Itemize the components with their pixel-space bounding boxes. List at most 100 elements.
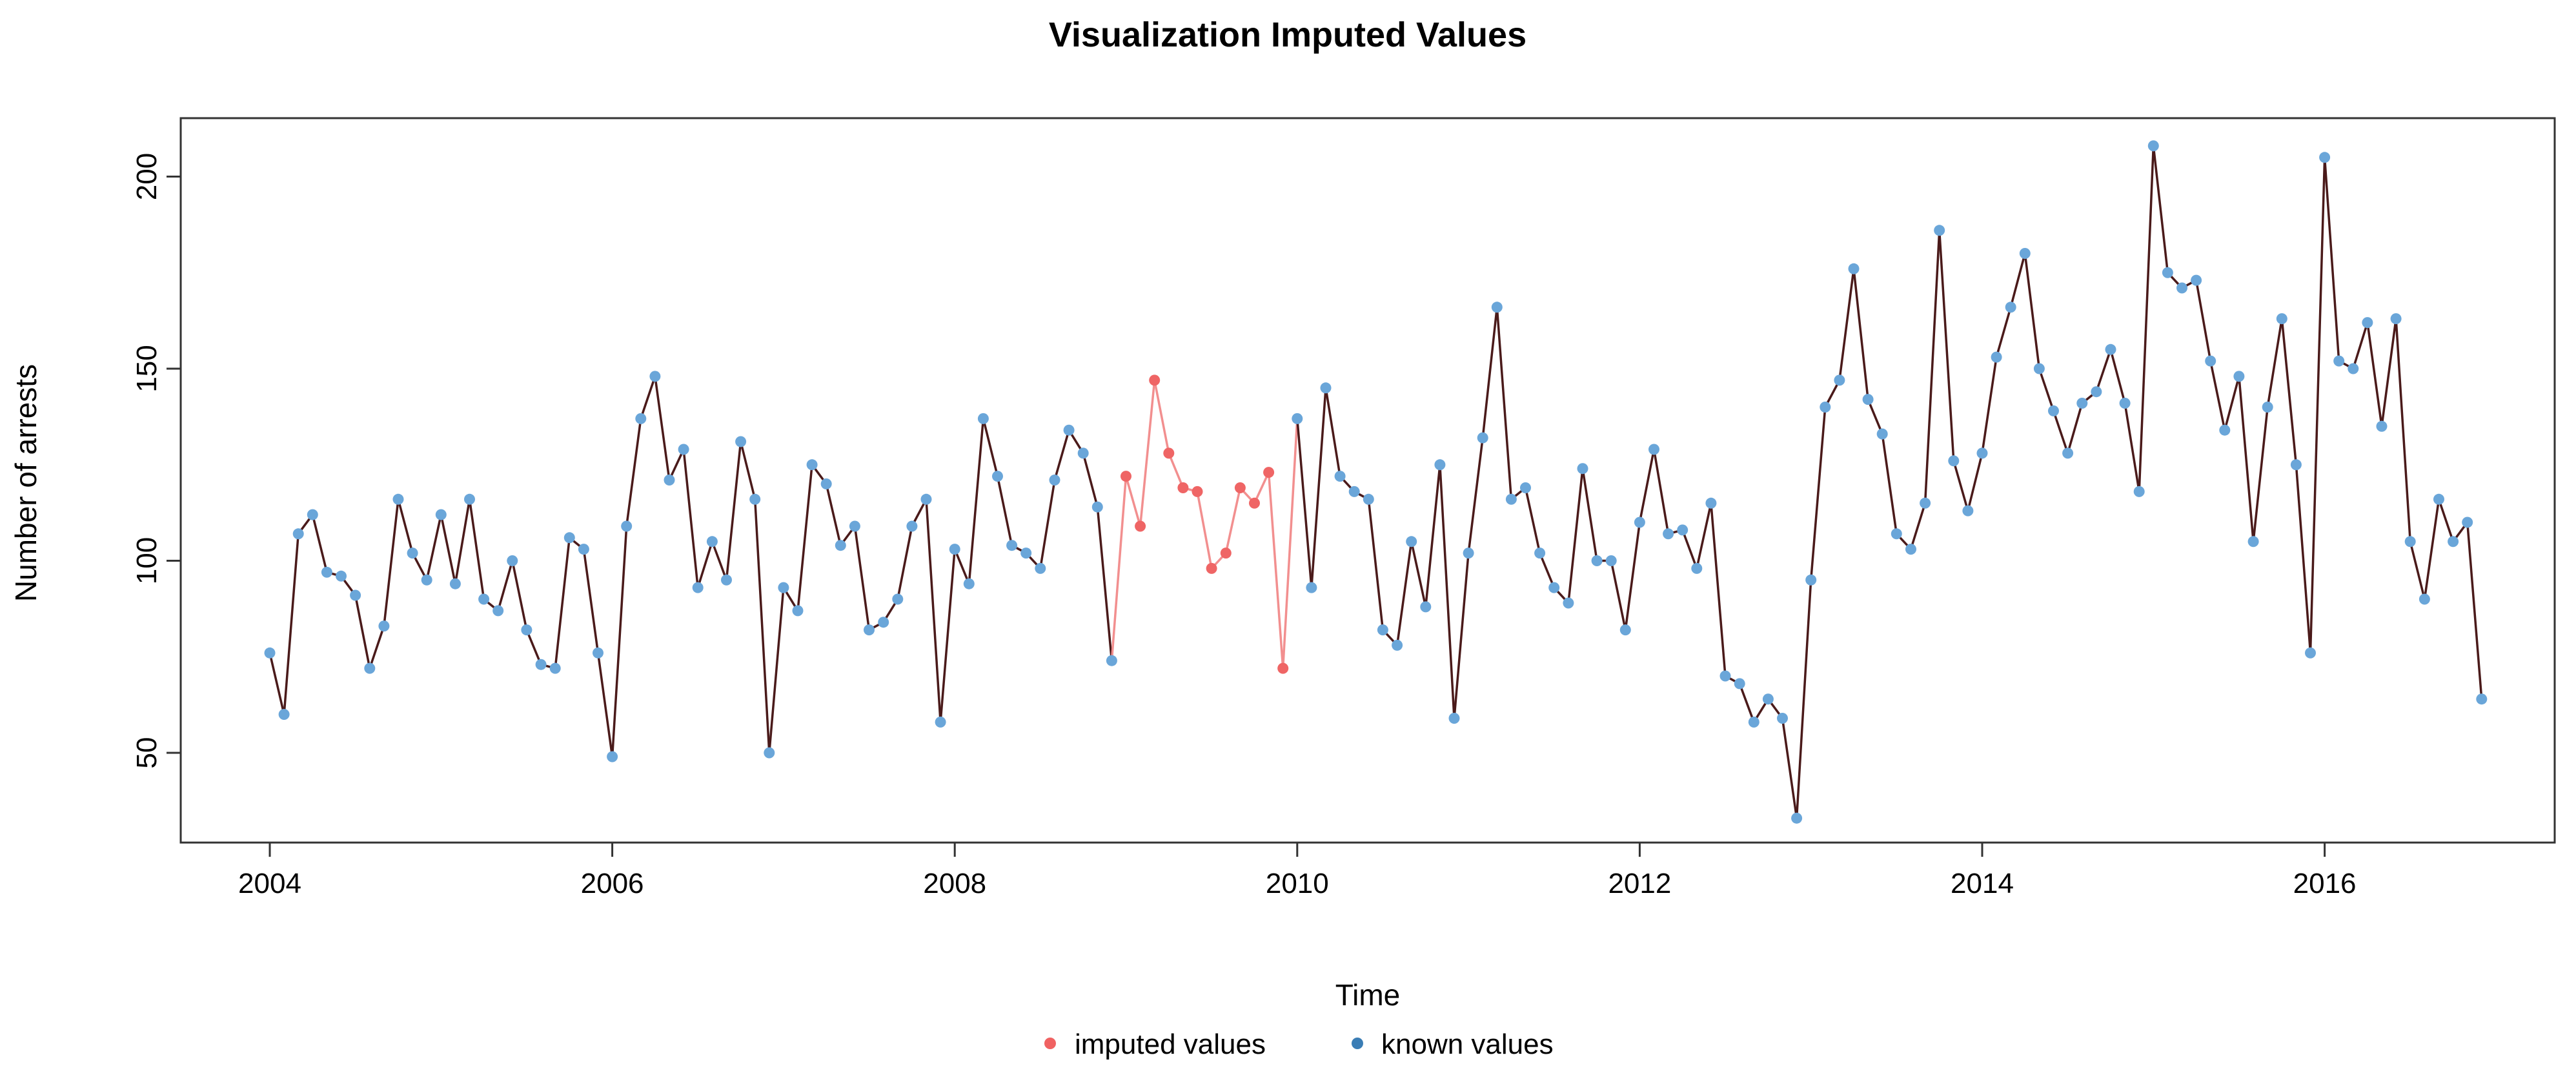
imputed-line-segment bbox=[1168, 452, 1184, 489]
series-line-segment bbox=[1439, 464, 1455, 720]
known-point bbox=[2062, 447, 2074, 459]
known-point bbox=[435, 509, 447, 520]
known-point bbox=[1762, 693, 1774, 705]
known-point bbox=[1505, 493, 1517, 505]
series-line-segment bbox=[982, 417, 999, 478]
known-point bbox=[407, 548, 418, 559]
known-point bbox=[2133, 486, 2145, 497]
series-line-segment bbox=[2323, 156, 2340, 362]
legend-known-marker bbox=[1352, 1038, 1363, 1049]
known-point bbox=[1348, 486, 1360, 497]
y-tick-label: 100 bbox=[131, 537, 163, 584]
known-point bbox=[464, 493, 475, 505]
known-point bbox=[1377, 624, 1388, 636]
known-point bbox=[1035, 562, 1046, 574]
x-tick-label: 2006 bbox=[581, 868, 644, 899]
known-point bbox=[1063, 424, 1075, 436]
series-line-segment bbox=[2366, 321, 2383, 428]
series-line-segment bbox=[768, 586, 785, 754]
known-point bbox=[1663, 528, 1674, 540]
series-line-segment bbox=[1053, 429, 1070, 482]
series-line-segment bbox=[1581, 467, 1598, 562]
series-line-segment bbox=[682, 448, 699, 589]
imputed-point bbox=[1192, 486, 1203, 497]
legend-known-label: known values bbox=[1381, 1029, 1554, 1060]
y-tick-label: 150 bbox=[131, 345, 163, 392]
imputed-line-segment bbox=[1281, 417, 1299, 670]
known-point bbox=[621, 520, 633, 532]
series-line-segment bbox=[825, 482, 842, 547]
known-point bbox=[963, 578, 975, 589]
imputed-line-segment bbox=[1124, 475, 1142, 527]
known-point bbox=[778, 582, 789, 593]
known-point bbox=[706, 536, 718, 548]
known-point bbox=[1577, 463, 1588, 475]
x-tick-label: 2010 bbox=[1266, 868, 1329, 899]
plot-frame bbox=[179, 117, 2556, 844]
known-point bbox=[1420, 601, 1432, 613]
known-point bbox=[1705, 497, 1717, 509]
known-point bbox=[392, 493, 404, 505]
series-line-segment bbox=[511, 559, 528, 631]
known-point bbox=[992, 471, 1003, 482]
series-line-segment bbox=[739, 440, 756, 501]
known-point bbox=[2119, 398, 2131, 409]
known-point bbox=[2462, 517, 2473, 528]
imputed-point bbox=[1234, 482, 1246, 493]
series-line-segment bbox=[1324, 387, 1341, 478]
imputed-line-segment bbox=[1196, 490, 1213, 570]
known-point bbox=[792, 605, 804, 617]
plot-layer bbox=[264, 140, 2488, 824]
known-point bbox=[1862, 394, 1874, 405]
series-line-segment bbox=[1967, 452, 1983, 512]
series-line-segment bbox=[525, 628, 542, 666]
series-line-segment bbox=[1481, 306, 1499, 439]
series-line-segment bbox=[2380, 317, 2397, 428]
known-point bbox=[1991, 351, 2002, 363]
series-line-segment bbox=[1981, 356, 1998, 455]
known-point bbox=[2390, 313, 2402, 325]
series-line-segment bbox=[2466, 521, 2483, 701]
imputed-point bbox=[1277, 662, 1289, 674]
known-point bbox=[935, 716, 946, 728]
series-line-segment bbox=[269, 651, 285, 716]
imputed-point bbox=[1149, 374, 1161, 386]
known-point bbox=[2033, 363, 2045, 374]
known-point bbox=[336, 570, 347, 582]
series-line-segment bbox=[2124, 402, 2140, 493]
known-point bbox=[1677, 524, 1689, 536]
series-line-segment bbox=[2023, 252, 2041, 370]
series-line-segment bbox=[1082, 452, 1099, 508]
series-line-segment bbox=[2423, 498, 2440, 600]
series-line-segment bbox=[968, 417, 985, 585]
series-line-segment bbox=[2095, 348, 2112, 393]
series-line-segment bbox=[2038, 367, 2055, 413]
known-point bbox=[549, 662, 561, 674]
known-point bbox=[1605, 555, 1617, 566]
imputed-point bbox=[1206, 562, 1217, 574]
series-line-segment bbox=[1710, 502, 1727, 677]
series-line-segment bbox=[1952, 460, 1969, 512]
known-point bbox=[1777, 713, 1788, 724]
x-tick-label: 2012 bbox=[1608, 868, 1671, 899]
imputed-point bbox=[1177, 482, 1189, 493]
known-point bbox=[1491, 302, 1503, 313]
known-point bbox=[749, 493, 761, 505]
series-line-segment bbox=[2309, 156, 2326, 655]
known-point bbox=[1049, 475, 1060, 486]
series-line-segment bbox=[1681, 529, 1698, 570]
series-line-segment bbox=[311, 513, 329, 574]
series-line-segment bbox=[939, 548, 956, 724]
x-tick-label: 2004 bbox=[238, 868, 301, 899]
imputed-line-segment bbox=[1224, 486, 1242, 555]
series-line-segment bbox=[640, 375, 656, 420]
series-line-segment bbox=[796, 464, 813, 612]
series-line-segment bbox=[2152, 145, 2169, 274]
known-point bbox=[2019, 248, 2031, 259]
known-point bbox=[321, 566, 332, 578]
series-line-segment bbox=[1496, 306, 1513, 501]
known-point bbox=[607, 751, 618, 763]
series-line-segment bbox=[696, 540, 714, 589]
series-line-segment bbox=[925, 498, 942, 724]
series-line-segment bbox=[2224, 375, 2240, 431]
